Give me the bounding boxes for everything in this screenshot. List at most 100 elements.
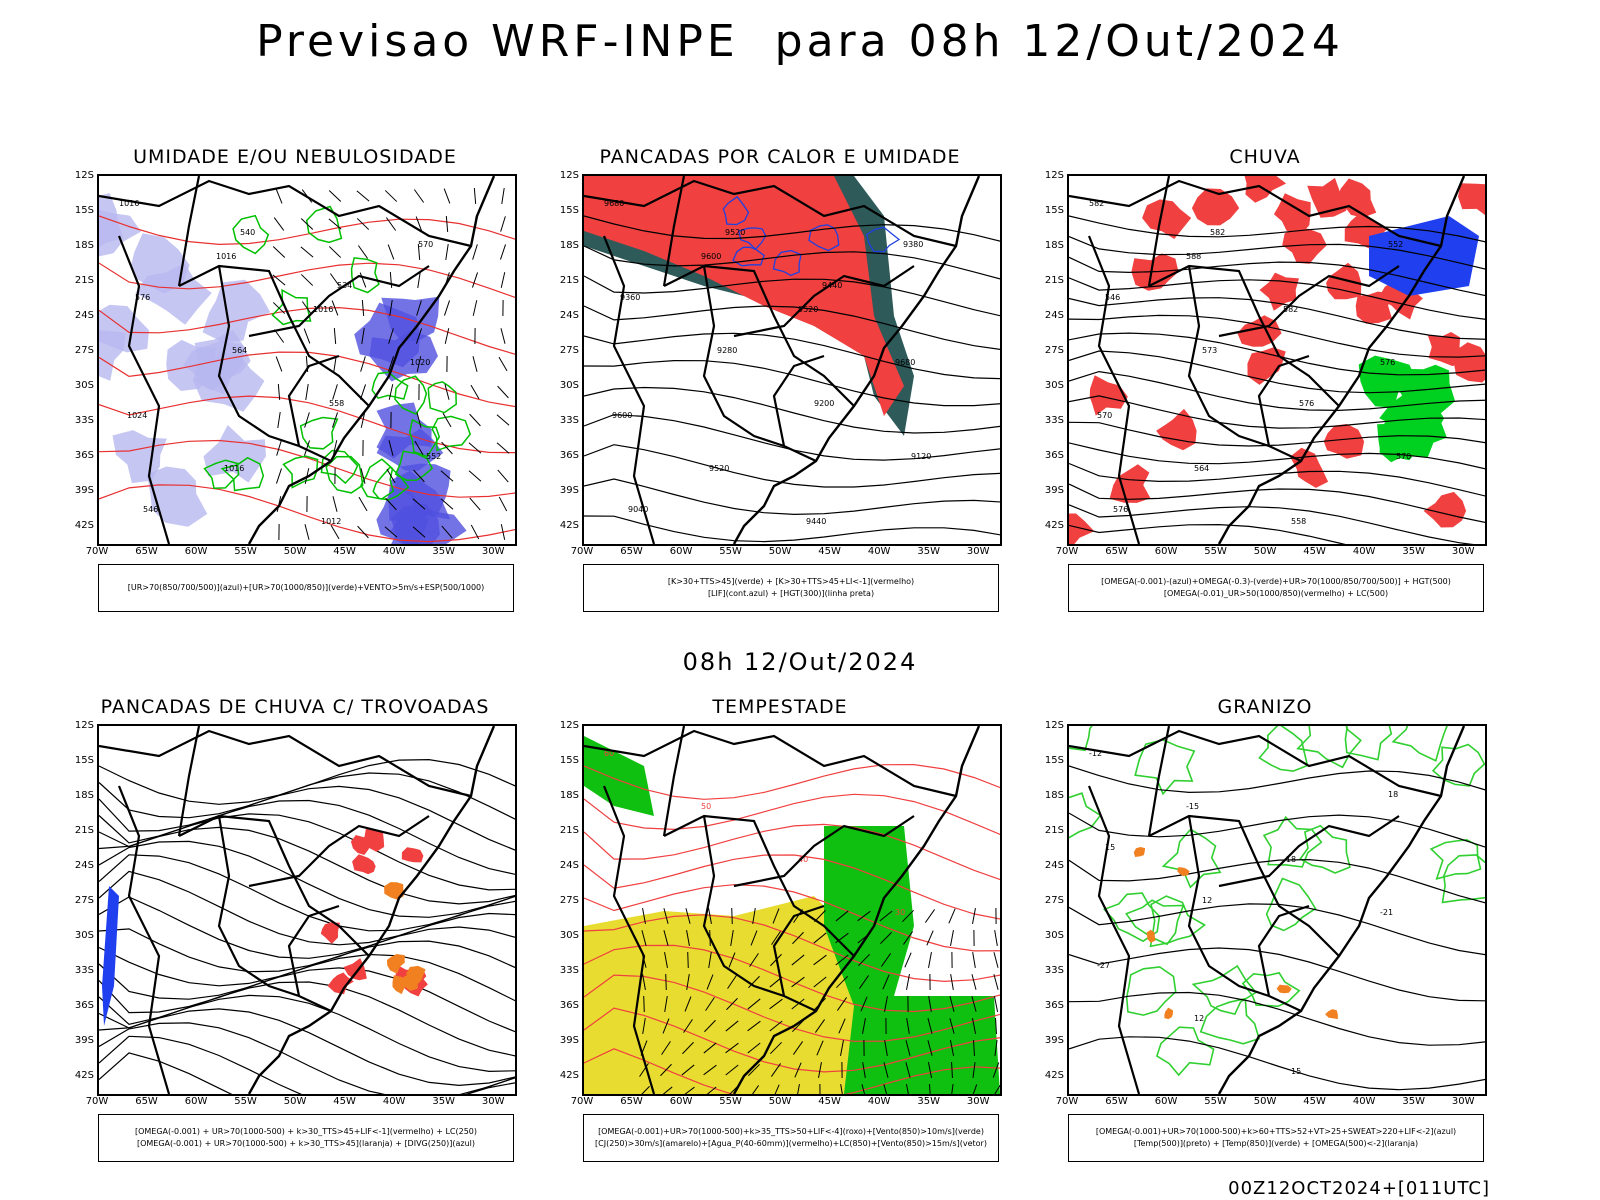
wind-vector — [683, 1019, 693, 1033]
temp850-contour — [1391, 726, 1448, 762]
wind-vector — [332, 440, 338, 456]
temp500-contour — [1069, 765, 1485, 794]
wind-vector — [332, 496, 338, 512]
main-title: Previsao WRF-INPE para 08h 12/Out/2024 — [256, 16, 1344, 67]
wind-vector — [665, 973, 667, 991]
wind-vector — [902, 931, 914, 945]
border-line — [1087, 785, 1141, 1094]
contour-label: 15 — [1291, 1067, 1301, 1076]
contour-label: 15 — [1105, 843, 1115, 852]
lon-tick-label: 70W — [570, 546, 594, 557]
temp850-contour — [1296, 726, 1362, 769]
wind-vector — [949, 996, 955, 1012]
wind-vector — [416, 412, 422, 428]
wind-vector — [926, 930, 934, 946]
temp850-contour — [1258, 726, 1309, 772]
temp500-contour — [1069, 947, 1485, 1002]
wind-vector — [303, 440, 311, 456]
contour-label: 564 — [232, 346, 247, 355]
wind-vector — [928, 952, 932, 968]
wind-vector — [928, 996, 932, 1012]
contour-label: 1024 — [127, 411, 147, 420]
wind-vector — [973, 1039, 975, 1057]
lon-tick-label: 30W — [481, 1096, 505, 1107]
height-contour — [1069, 442, 1485, 470]
humidity-contour — [350, 257, 380, 294]
lat-tick-label: 33S — [1044, 415, 1064, 427]
streamline — [99, 1052, 515, 1094]
height-contour — [1069, 277, 1485, 320]
lat-tick-label: 39S — [74, 1035, 94, 1047]
temp850-contour — [1134, 739, 1196, 796]
wind-vector — [725, 1042, 739, 1054]
wind-vector — [706, 1086, 717, 1094]
streamline — [99, 870, 515, 946]
wind-vector — [273, 217, 285, 231]
border-line — [662, 176, 686, 287]
wind-vector — [358, 496, 368, 512]
lon-tick-label: 35W — [432, 546, 455, 557]
lon-tick-label: 50W — [1253, 1096, 1277, 1107]
lat-tick-label: 39S — [74, 485, 94, 497]
contour-label: 9600 — [612, 411, 632, 420]
contour-label: 9440 — [822, 281, 842, 290]
wind-vector — [994, 930, 998, 946]
height-contour — [1069, 215, 1485, 243]
wind-vector — [497, 469, 509, 483]
map-area: 60 50 40 30 — [582, 724, 1002, 1096]
lon-tick-label: 40W — [1352, 1096, 1376, 1107]
map-canvas: 60 50 40 30 — [584, 726, 1000, 1094]
lat-tick-label: 30S — [559, 380, 579, 392]
height-contour — [584, 386, 1000, 434]
contour-label: 576 — [135, 293, 150, 302]
lon-tick-label: 40W — [382, 1096, 406, 1107]
wind-vector — [883, 1062, 889, 1078]
wind-vector — [880, 953, 892, 967]
wind-vector — [748, 975, 760, 989]
water-vapor-contour — [584, 1048, 1000, 1094]
contour-label: 12 — [1202, 896, 1212, 905]
wind-vector — [356, 190, 370, 202]
temp850-contour — [1429, 838, 1482, 880]
lat-tick-label: 36S — [1044, 450, 1064, 462]
lat-tick-label: 42S — [1044, 520, 1064, 532]
lon-axis: 70W 65W 60W 55W 50W 45W 40W 35W 30W — [1056, 1096, 1487, 1110]
wind-vector — [751, 1085, 760, 1094]
wind-vector — [993, 996, 999, 1012]
streamline — [99, 1022, 515, 1094]
humidity-contour — [232, 214, 270, 255]
wind-vector — [470, 524, 480, 540]
wind-vector — [412, 526, 426, 538]
wind-vector — [664, 952, 668, 968]
lat-tick-label: 36S — [559, 1000, 579, 1012]
wind-vector — [639, 1063, 649, 1077]
wind-vector — [442, 412, 452, 428]
thickness-contour — [99, 351, 515, 408]
map-canvas: 582 588 582 576 570 564 558 552 546 573 576 570 576 5… — [1069, 176, 1485, 544]
border-line — [117, 785, 171, 1094]
panel-granizo: GRANIZO 12S 15S 18S 21S 24S 27S 30S 33S 36S 39S 42… — [1030, 696, 1500, 1176]
streamline — [99, 772, 515, 820]
contour-label: 9280 — [717, 346, 737, 355]
wind-vector — [387, 356, 395, 372]
streamline — [99, 994, 515, 1073]
wind-vector — [360, 356, 366, 372]
lon-tick-label: 35W — [1402, 546, 1425, 557]
coastline — [732, 176, 981, 544]
contour-label: 18 — [1388, 790, 1398, 799]
lat-tick-label: 15S — [74, 205, 94, 217]
wind-vector — [417, 243, 421, 261]
wind-vector — [412, 498, 426, 510]
lon-tick-label: 65W — [135, 546, 158, 557]
lat-tick-label: 36S — [74, 1000, 94, 1012]
wind-vector — [794, 1062, 802, 1078]
wind-vector — [971, 974, 977, 990]
wind-vector — [496, 414, 510, 426]
panel-title: GRANIZO — [1217, 696, 1313, 718]
contour-label: 1016 — [313, 305, 333, 314]
legend-line-2: [OMEGA(-0.01)_UR>50(1000/850)(vermelho) … — [1163, 589, 1389, 598]
wind-vector — [902, 909, 914, 923]
border-line — [584, 179, 957, 248]
lat-axis: 12S 15S 18S 21S 24S 27S 30S 33S 36S 39S 42S — [1030, 170, 1066, 546]
humidity-area — [203, 425, 266, 483]
